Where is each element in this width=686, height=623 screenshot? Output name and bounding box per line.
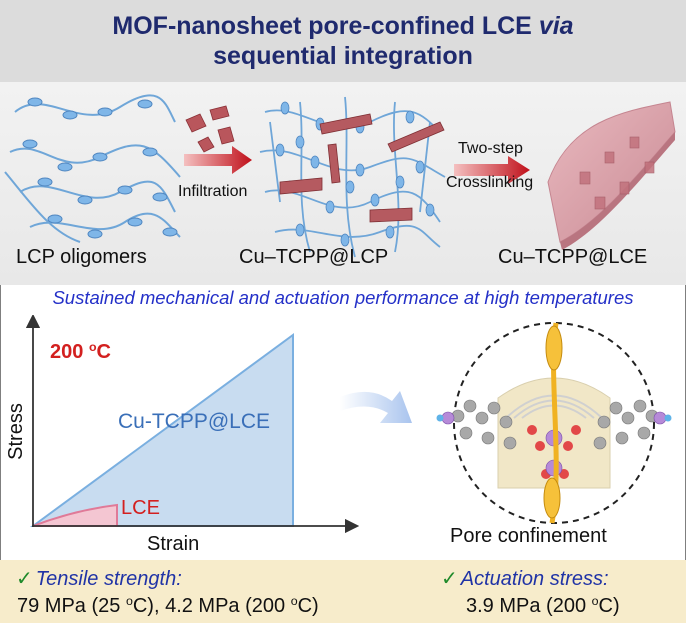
temperature-label: 200 oC <box>50 340 111 363</box>
lce-curve-area <box>32 503 118 527</box>
pore-confinement-caption: Pore confinement <box>450 525 607 547</box>
tensile-strength-values: 79 MPa (25 oC), 4.2 MPa (200 oC) <box>17 594 319 617</box>
actuation-stress-values: 3.9 MPa (200 oC) <box>466 594 620 617</box>
title-line-2: sequential integration <box>213 42 473 70</box>
lcp-oligomers-illustration <box>4 94 181 243</box>
step-cu-tcpp-lcp-label: Cu–TCPP@LCP <box>239 246 389 268</box>
crosslinking-label: Crosslinking <box>446 174 534 191</box>
section-subtitle: Sustained mechanical and actuation perfo… <box>52 287 634 308</box>
step-cu-tcpp-lce-label: Cu–TCPP@LCE <box>498 246 648 268</box>
series-lce-label: LCE <box>121 497 160 519</box>
title-line-1: MOF-nanosheet pore-confined LCE via <box>112 11 573 41</box>
stress-strain-chart <box>25 315 360 534</box>
transition-arrow <box>340 391 412 423</box>
y-axis-label: Stress <box>4 403 27 460</box>
title-line-1-italic: via <box>538 12 574 40</box>
cu-tcpp-lcp-illustration <box>259 96 446 258</box>
pore-confinement-illustration <box>436 322 672 524</box>
infiltration-arrow <box>184 146 252 174</box>
figure-title: MOF-nanosheet pore-confined LCE via sequ… <box>0 0 686 82</box>
lcp-mesogens <box>22 97 178 239</box>
check-icon: ✓ <box>16 568 33 590</box>
x-axis-label: Strain <box>147 533 200 555</box>
process-graphics <box>4 94 676 258</box>
title-line-1-text: MOF-nanosheet pore-confined LCE <box>112 12 539 40</box>
series-cu-tcpp-lce-label: Cu-TCPP@LCE <box>118 410 271 433</box>
infiltration-label: Infiltration <box>178 183 248 200</box>
nanosheet-flakes <box>185 105 235 153</box>
lce-chain <box>543 322 563 524</box>
crosslinking-arrow <box>454 156 530 184</box>
actuation-stress-title: ✓ Actuation stress: <box>441 568 609 590</box>
check-icon: ✓ <box>441 568 458 590</box>
two-step-label: Two-step <box>458 140 523 157</box>
step-lcp-oligomers-label: LCP oligomers <box>16 246 147 268</box>
metrics-bar <box>0 560 686 623</box>
cu-tcpp-lce-film <box>547 101 676 250</box>
tensile-strength-title: ✓ Tensile strength: <box>16 568 182 590</box>
